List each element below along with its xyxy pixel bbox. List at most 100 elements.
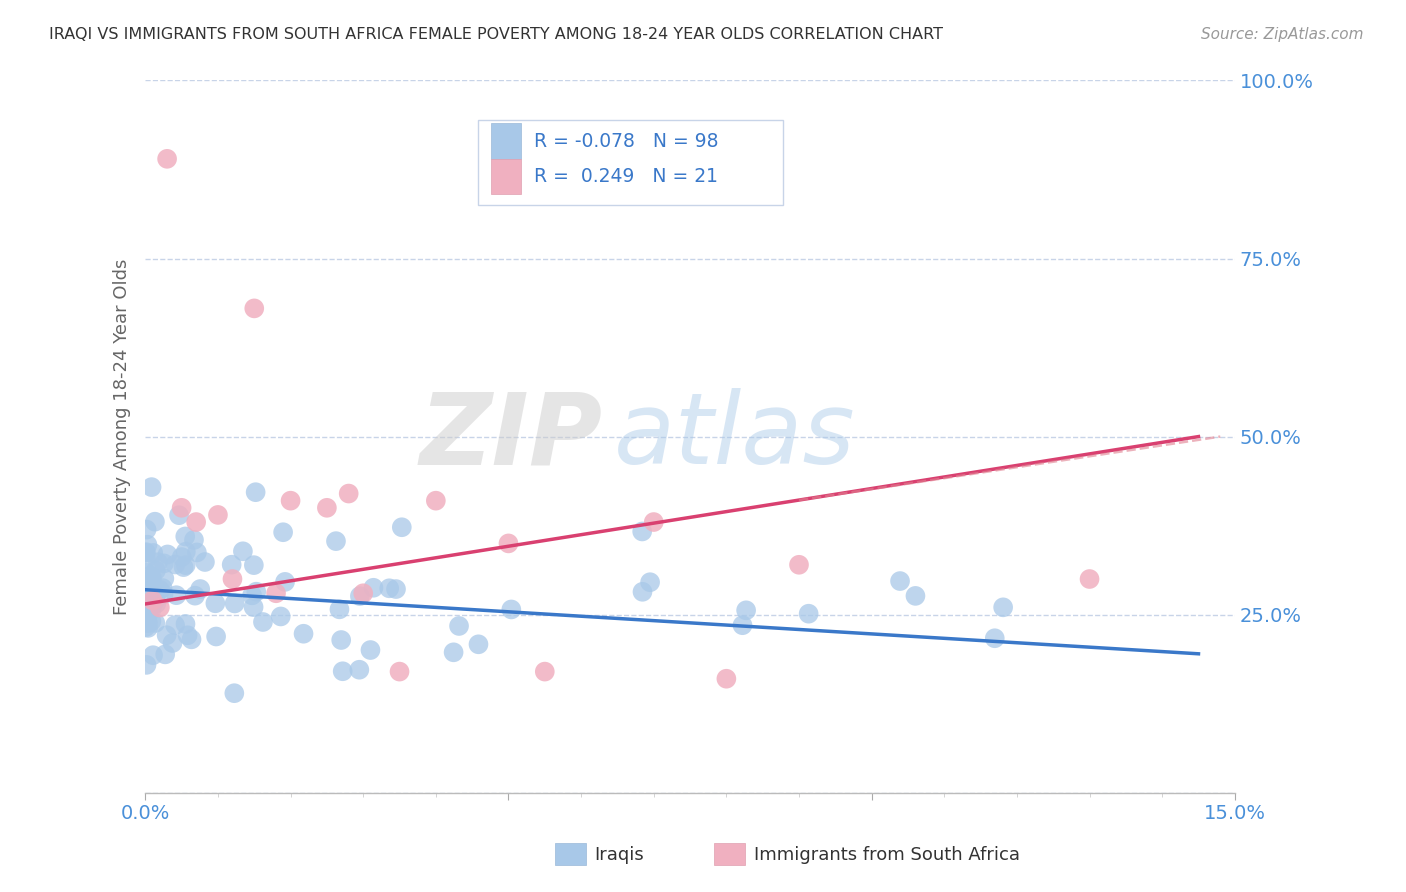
Point [731, 618, 754, 632]
Point [889, 574, 911, 588]
Text: R =  0.249   N = 21: R = 0.249 N = 21 [534, 167, 718, 186]
Point [243, 301, 266, 316]
Point [271, 525, 294, 540]
Point [232, 544, 254, 558]
Point [1078, 572, 1101, 586]
Point [186, 545, 208, 559]
Point [176, 628, 198, 642]
Point [186, 515, 208, 529]
Point [135, 593, 157, 607]
Point [447, 619, 470, 633]
Point [135, 620, 157, 634]
Point [328, 602, 350, 616]
Point [243, 558, 266, 573]
Point [174, 529, 197, 543]
Point [501, 602, 523, 616]
Point [363, 581, 385, 595]
Point [264, 586, 287, 600]
Point [245, 485, 267, 500]
Point [141, 573, 163, 587]
Point [337, 486, 360, 500]
Point [443, 645, 465, 659]
Y-axis label: Female Poverty Among 18-24 Year Olds: Female Poverty Among 18-24 Year Olds [114, 259, 131, 615]
Point [205, 630, 228, 644]
Point [143, 515, 166, 529]
Point [194, 555, 217, 569]
Point [145, 597, 167, 611]
Point [141, 480, 163, 494]
Point [153, 557, 176, 571]
Point [152, 587, 174, 601]
Point [135, 611, 157, 625]
Point [735, 603, 758, 617]
Point [352, 586, 374, 600]
Point [135, 545, 157, 559]
Point [142, 648, 165, 663]
Point [638, 575, 661, 590]
Point [224, 686, 246, 700]
Point [533, 665, 555, 679]
Point [207, 508, 229, 522]
Text: Immigrants from South Africa: Immigrants from South Africa [754, 846, 1019, 863]
Point [325, 534, 347, 549]
Point [332, 665, 354, 679]
Point [245, 584, 267, 599]
Point [174, 616, 197, 631]
Point [145, 564, 167, 578]
Point [388, 665, 411, 679]
Point [136, 615, 159, 629]
Point [155, 648, 177, 662]
Point [425, 493, 447, 508]
Text: Source: ZipAtlas.com: Source: ZipAtlas.com [1201, 27, 1364, 42]
Point [240, 588, 263, 602]
Point [984, 632, 1007, 646]
Point [138, 602, 160, 616]
Point [146, 555, 169, 569]
Point [135, 552, 157, 566]
Point [143, 615, 166, 630]
Point [174, 544, 197, 558]
Point [134, 566, 156, 580]
Point [385, 582, 408, 596]
Point [152, 581, 174, 595]
Point [149, 600, 172, 615]
Point [136, 538, 159, 552]
Point [165, 558, 187, 572]
Point [135, 523, 157, 537]
Point [292, 626, 315, 640]
Text: R = -0.078   N = 98: R = -0.078 N = 98 [534, 131, 718, 151]
Point [174, 558, 197, 573]
Point [204, 596, 226, 610]
Point [274, 574, 297, 589]
Point [149, 582, 172, 597]
Point [156, 152, 179, 166]
Point [173, 560, 195, 574]
Point [184, 589, 207, 603]
Text: atlas: atlas [614, 388, 855, 485]
Point [797, 607, 820, 621]
Point [391, 520, 413, 534]
Point [156, 548, 179, 562]
Point [631, 524, 654, 539]
Point [378, 582, 401, 596]
Point [359, 643, 381, 657]
FancyBboxPatch shape [478, 120, 783, 205]
Point [330, 633, 353, 648]
Point [467, 637, 489, 651]
Point [153, 572, 176, 586]
Point [221, 558, 243, 572]
Point [787, 558, 810, 572]
Point [167, 508, 190, 523]
Point [349, 589, 371, 603]
Point [142, 598, 165, 612]
Point [716, 672, 738, 686]
FancyBboxPatch shape [491, 159, 522, 194]
Point [170, 550, 193, 565]
Point [162, 636, 184, 650]
Point [252, 615, 274, 629]
Point [280, 493, 302, 508]
Text: ZIP: ZIP [420, 388, 603, 485]
Point [139, 568, 162, 582]
Point [183, 533, 205, 547]
Point [242, 600, 264, 615]
